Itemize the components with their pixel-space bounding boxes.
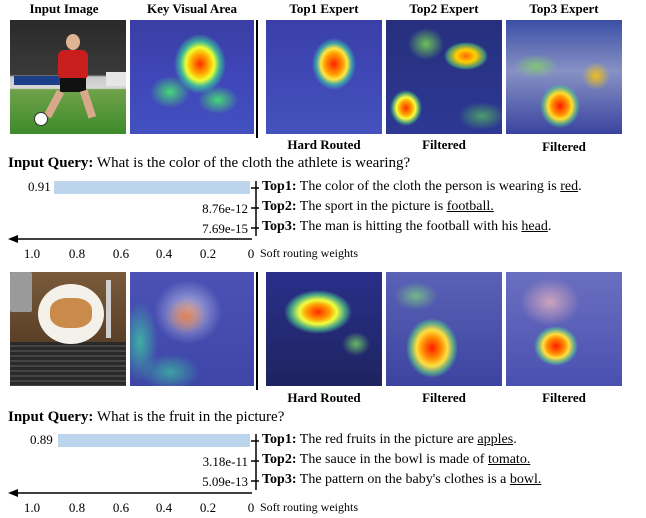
answer-label: Top2: <box>262 452 297 467</box>
answer-top3: Top3: The pattern on the baby's clothes … <box>262 472 541 488</box>
top2-expert-heatmap-athlete <box>386 20 502 134</box>
weight-bar-top1 <box>58 434 250 447</box>
answer-punct: . <box>513 432 517 447</box>
weight-label-top2: 8.76e-12 <box>202 201 248 216</box>
axis-tick: 0 <box>247 246 255 261</box>
top1-expert-heatmap-fruit-bowl <box>266 272 382 386</box>
column-separator-bottom <box>256 272 258 390</box>
query-label: Input Query: <box>8 155 94 171</box>
answer-keyword: red <box>560 179 579 194</box>
weight-label-top3: 5.09e-13 <box>202 474 248 489</box>
answer-text: The sport in the picture is <box>299 199 447 214</box>
top3-expert-heatmap-athlete <box>506 20 622 134</box>
top2-expert-heatmap-fruit-bowl <box>386 272 502 386</box>
answer-top2: Top2: The sport in the picture is footba… <box>262 199 494 215</box>
answer-label: Top1: <box>262 432 297 447</box>
axis-tick: 0.6 <box>112 246 130 261</box>
weight-label-top3: 7.69e-15 <box>202 221 248 236</box>
weight-label-top1: 0.91 <box>28 179 51 194</box>
weight-label-top2: 3.18e-11 <box>202 454 248 469</box>
answer-top1: Top1: The color of the cloth the person … <box>262 179 582 195</box>
axis-tick: 0.6 <box>112 500 130 515</box>
answer-top1: Top1: The red fruits in the picture are … <box>262 432 517 448</box>
query-text: What is the fruit in the picture? <box>96 409 285 425</box>
axis-label: Soft routing weights <box>260 246 358 260</box>
answer-label: Top3: <box>262 219 297 234</box>
axis-tick: 0.2 <box>199 500 217 515</box>
axis-tick: 0.8 <box>68 500 86 515</box>
answer-label: Top1: <box>262 179 297 194</box>
axis-tick: 0 <box>247 500 255 515</box>
weight-label-top1: 0.89 <box>30 432 53 447</box>
axis-label: Soft routing weights <box>260 500 358 514</box>
answer-top3: Top3: The man is hitting the football wi… <box>262 219 551 235</box>
answer-label: Top3: <box>262 472 297 487</box>
answer-keyword: head <box>521 219 548 234</box>
header-top3-expert: Top3 Expert <box>529 1 599 16</box>
header-top2-expert: Top2 Expert <box>409 1 479 16</box>
answer-keyword: tomato. <box>487 452 531 467</box>
axis-tick: 1.0 <box>23 246 41 261</box>
header-input-image: Input Image <box>29 1 99 16</box>
query-text: What is the color of the cloth the athle… <box>96 155 411 171</box>
caption-top2-filtered: Filtered <box>422 390 466 405</box>
answer-keyword: football. <box>446 199 494 214</box>
top1-expert-heatmap-athlete <box>266 20 382 134</box>
answer-text: The red fruits in the picture are <box>299 432 478 447</box>
weight-bar-top1 <box>54 181 250 194</box>
answer-label: Top2: <box>262 199 297 214</box>
input-image-fruit-bowl <box>10 272 126 386</box>
answer-text: The color of the cloth the person is wea… <box>299 179 561 194</box>
answer-punct: . <box>547 219 552 234</box>
header-top1-expert: Top1 Expert <box>289 1 359 16</box>
answer-punct: . <box>578 179 582 194</box>
input-query: Input Query: What is the fruit in the pi… <box>8 409 284 426</box>
key-visual-area-fruit-bowl <box>130 272 254 386</box>
top3-expert-heatmap-fruit-bowl <box>506 272 622 386</box>
caption-top1-hard-routed: Hard Routed <box>287 390 361 405</box>
caption-top3-filtered: Filtered <box>542 139 586 154</box>
axis-tick: 0.4 <box>155 246 173 261</box>
caption-top2-filtered: Filtered <box>422 137 466 152</box>
caption-top3-filtered: Filtered <box>542 390 586 405</box>
answer-text: The sauce in the bowl is made of <box>299 452 488 467</box>
caption-top1-hard-routed: Hard Routed <box>287 137 361 152</box>
axis-tick: 0.4 <box>155 500 173 515</box>
axis-tick: 0.2 <box>199 246 217 261</box>
answer-text: The pattern on the baby's clothes is a <box>299 472 510 487</box>
answer-text: The man is hitting the football with his <box>299 219 522 234</box>
answer-keyword: apples <box>477 432 514 447</box>
input-query: Input Query: What is the color of the cl… <box>8 155 410 172</box>
key-visual-area-athlete <box>130 20 254 134</box>
input-image-athlete <box>10 20 126 134</box>
query-label: Input Query: <box>8 409 94 425</box>
answer-keyword: bowl. <box>509 472 542 487</box>
axis-tick: 1.0 <box>23 500 41 515</box>
column-separator-top <box>256 20 258 138</box>
axis-tick: 0.8 <box>68 246 86 261</box>
header-key-visual-area: Key Visual Area <box>146 1 238 16</box>
answer-top2: Top2: The sauce in the bowl is made of t… <box>262 452 530 468</box>
